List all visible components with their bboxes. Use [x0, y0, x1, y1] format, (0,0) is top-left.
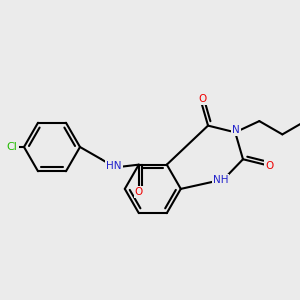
- Text: HN: HN: [106, 161, 122, 171]
- Text: O: O: [198, 94, 207, 104]
- Text: Cl: Cl: [7, 142, 17, 152]
- Text: N: N: [232, 125, 240, 135]
- Text: O: O: [265, 161, 273, 171]
- Text: O: O: [135, 187, 143, 197]
- Text: NH: NH: [213, 176, 228, 185]
